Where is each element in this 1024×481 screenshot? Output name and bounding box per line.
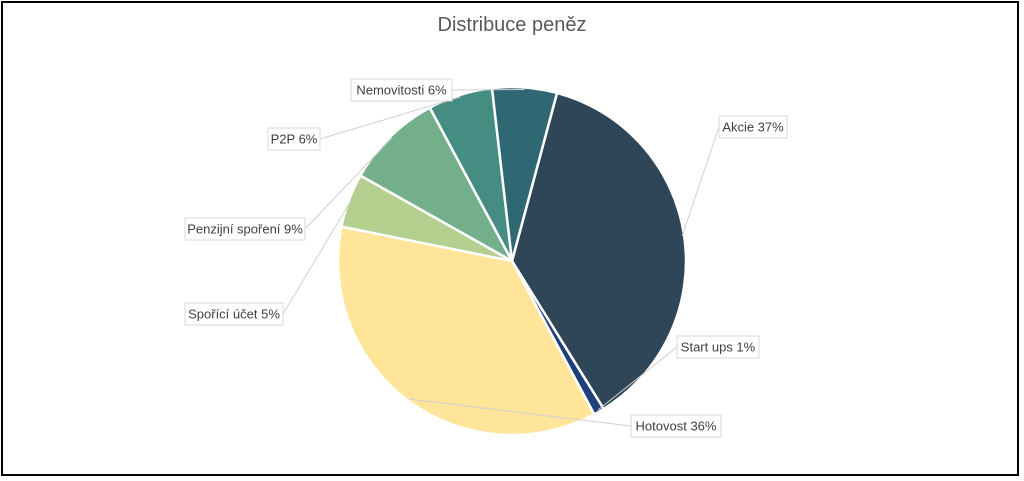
- leader-line-6: [319, 96, 461, 140]
- pie-wedges: [336, 85, 688, 437]
- leader-line-7: [451, 89, 525, 91]
- data-label-box-5: [184, 217, 306, 241]
- data-label-box-6: [267, 127, 321, 151]
- data-label-6: P2P 6%: [271, 132, 318, 147]
- leader-lines: [282, 89, 720, 427]
- data-label-box-7: [350, 78, 453, 102]
- data-label-3: Hotovost 36%: [636, 419, 717, 434]
- data-label-box-2: [676, 335, 760, 359]
- data-label-box-4: [184, 302, 284, 326]
- pie-slice-5: [358, 105, 516, 265]
- leader-line-5: [304, 137, 393, 230]
- leader-line-2: [597, 346, 678, 411]
- pie-slice-7: [490, 85, 559, 262]
- data-labels: Akcie 37% Start ups 1% Hotovost 36% Spořící…: [184, 78, 788, 438]
- leader-line-1: [681, 126, 720, 237]
- data-label-box-3: [630, 414, 722, 438]
- data-label-5: Penzijní spoření 9%: [187, 222, 303, 237]
- chart-title: Distribuce peněz: [437, 14, 587, 36]
- data-label-4: Spořící účet 5%: [188, 307, 280, 322]
- leader-line-3: [409, 398, 632, 427]
- data-label-box-1: [718, 115, 788, 139]
- pie-slice-3: [336, 225, 596, 437]
- leader-line-4: [282, 200, 352, 315]
- data-label-7: Nemovitosti 6%: [356, 83, 447, 98]
- data-label-1: Akcie 37%: [722, 120, 784, 135]
- data-label-2: Start ups 1%: [681, 340, 756, 355]
